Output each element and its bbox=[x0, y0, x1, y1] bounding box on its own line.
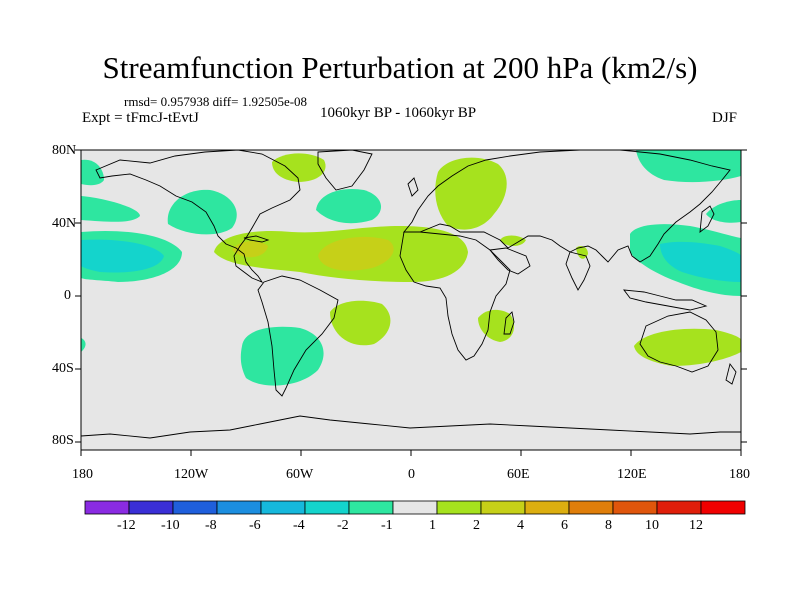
contour-region bbox=[330, 300, 391, 346]
colorbar-label: -6 bbox=[249, 518, 261, 533]
lat-tick-label: 80N bbox=[52, 143, 77, 158]
period-label: 1060kyr BP - 1060kyr BP bbox=[320, 105, 477, 121]
lat-tick-label: 40S bbox=[52, 361, 74, 376]
contour-region bbox=[81, 196, 140, 222]
colorbar-label: 2 bbox=[473, 518, 480, 533]
colorbar-label: -2 bbox=[337, 518, 349, 533]
contour-region bbox=[318, 236, 394, 271]
colorbar-label: 12 bbox=[689, 518, 703, 533]
coastline-madagascar bbox=[503, 311, 515, 335]
coastline-japan bbox=[699, 205, 715, 233]
colorbar-swatch bbox=[216, 500, 262, 515]
colorbar-label: -12 bbox=[117, 518, 136, 533]
contour-region bbox=[81, 338, 86, 352]
coastline-layer bbox=[81, 150, 741, 439]
coastline-australia bbox=[639, 311, 719, 373]
contour-region bbox=[167, 189, 237, 235]
stats-text: rmsd= 0.957938 diff= 1.92505e-08 bbox=[124, 94, 308, 109]
coastline-south-america bbox=[257, 275, 339, 397]
contour-region bbox=[240, 326, 324, 386]
colorbar-label: 6 bbox=[561, 518, 568, 533]
colorbar-label: 10 bbox=[645, 518, 659, 533]
colorbar bbox=[84, 500, 746, 515]
coastline-indonesia bbox=[623, 289, 708, 311]
colorbar-swatch bbox=[260, 500, 306, 515]
contour-region bbox=[500, 235, 526, 246]
colorbar-label: -8 bbox=[205, 518, 217, 533]
coastline-cuba bbox=[243, 235, 270, 243]
colorbar-swatch bbox=[304, 500, 350, 515]
colorbar-swatch bbox=[612, 500, 658, 515]
colorbar-label: -1 bbox=[381, 518, 393, 533]
coastline-north-america bbox=[95, 150, 301, 283]
lat-tick-label: 0 bbox=[64, 288, 71, 303]
map-background bbox=[81, 150, 741, 450]
contour-region bbox=[636, 150, 741, 183]
contour-region bbox=[81, 239, 164, 273]
coastline-europe-asia bbox=[403, 150, 731, 263]
lat-tick-label: 80S bbox=[52, 433, 74, 448]
colorbar-label: -4 bbox=[293, 518, 305, 533]
colorbar-swatch bbox=[524, 500, 570, 515]
experiment-label: Expt = tFmcJ-tEvtJ bbox=[82, 110, 199, 126]
colorbar-swatch bbox=[128, 500, 174, 515]
map-title: Streamfunction Perturbation at 200 hPa (… bbox=[102, 50, 698, 85]
lon-tick-label: 180 bbox=[729, 467, 750, 482]
coastline-antarctica bbox=[81, 415, 741, 439]
coastline-new-zealand bbox=[725, 362, 737, 385]
colorbar-swatch bbox=[172, 500, 218, 515]
lon-tick-label: 0 bbox=[408, 467, 415, 482]
lon-tick-label: 60W bbox=[286, 467, 314, 482]
colorbar-label: 8 bbox=[605, 518, 612, 533]
colorbar-label: -10 bbox=[161, 518, 180, 533]
coastline-greenland bbox=[317, 150, 373, 191]
lon-tick-label: 180 bbox=[72, 467, 93, 482]
contour-region bbox=[81, 159, 104, 186]
colorbar-swatch bbox=[656, 500, 702, 515]
colorbar-swatch bbox=[568, 500, 614, 515]
colorbar-label: 1 bbox=[429, 518, 436, 533]
colorbar-swatch bbox=[348, 500, 394, 515]
contour-region bbox=[272, 153, 326, 182]
colorbar-swatch bbox=[436, 500, 482, 515]
colorbar-swatch bbox=[700, 500, 746, 515]
coastline-india bbox=[565, 251, 591, 291]
lat-tick-marks bbox=[75, 149, 747, 443]
contour-region bbox=[316, 188, 382, 224]
colorbar-swatch bbox=[84, 500, 130, 515]
contour-region bbox=[660, 241, 741, 282]
coastline-africa bbox=[399, 231, 511, 361]
lat-tick-label: 40N bbox=[52, 216, 77, 231]
coastline-britain bbox=[407, 177, 419, 197]
colorbar-swatch bbox=[480, 500, 526, 515]
colorbar-label: 4 bbox=[517, 518, 524, 533]
lon-tick-label: 60E bbox=[507, 467, 530, 482]
contour-region bbox=[706, 200, 741, 223]
lon-tick-marks bbox=[80, 450, 742, 456]
season-label: DJF bbox=[712, 110, 738, 126]
lon-tick-label: 120E bbox=[617, 467, 647, 482]
coastline-arabia bbox=[489, 247, 531, 275]
colorbar-swatch bbox=[392, 500, 438, 515]
lon-tick-label: 120W bbox=[174, 467, 209, 482]
